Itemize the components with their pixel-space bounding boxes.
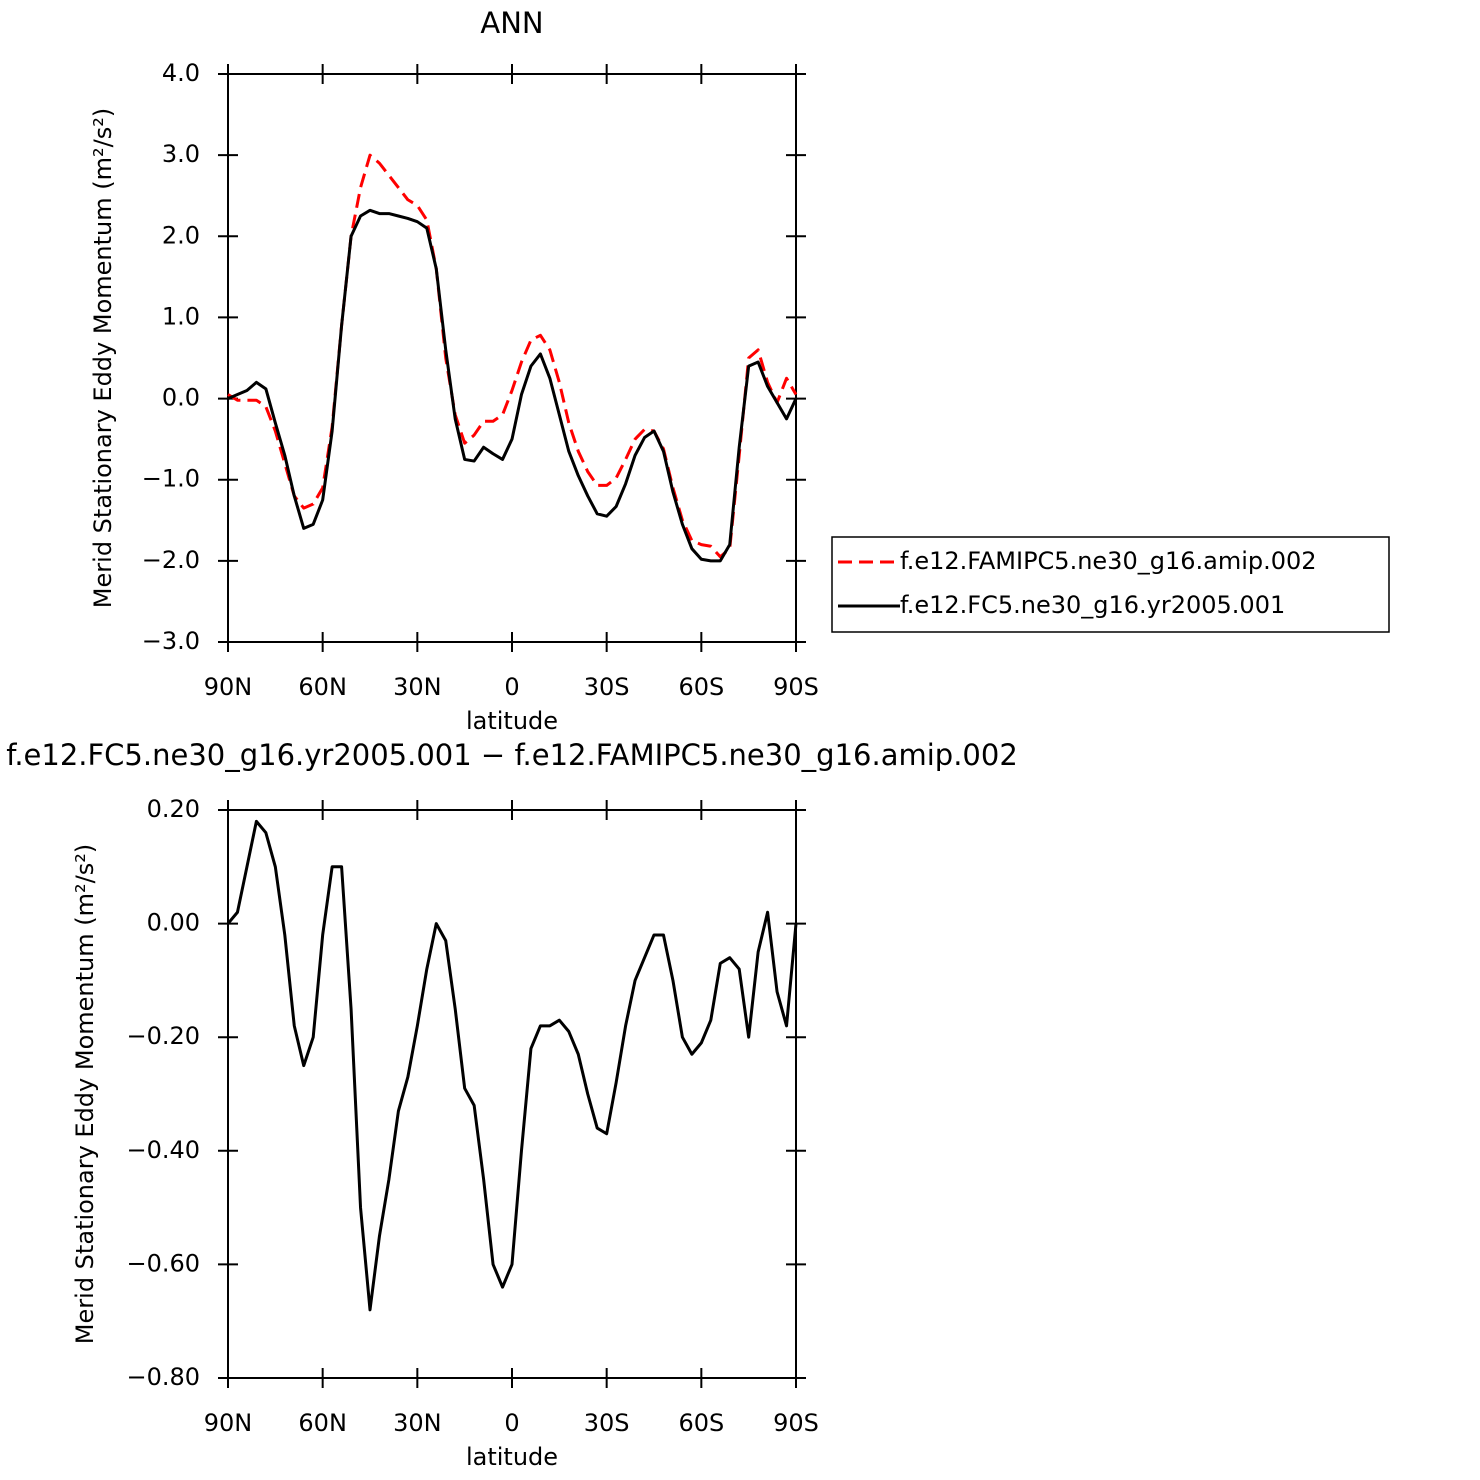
- x-tick-label: 90N: [204, 1409, 253, 1437]
- x-tick-label: 90N: [204, 673, 253, 701]
- y-tick-label: −0.40: [126, 1136, 200, 1164]
- x-tick-label: 60S: [678, 673, 724, 701]
- x-tick-label: 30S: [584, 1409, 630, 1437]
- x-tick-label: 30N: [393, 1409, 442, 1437]
- plot-frame: [227, 809, 797, 1379]
- x-tick-label: 30S: [584, 673, 630, 701]
- chart-title: ANN: [480, 6, 543, 40]
- x-tick-label: 0: [504, 1409, 519, 1437]
- y-tick-label: −1.0: [142, 465, 200, 493]
- y-axis-label: Merid Stationary Eddy Momentum (m²/s²): [89, 108, 117, 608]
- x-tick-label: 60N: [298, 1409, 347, 1437]
- y-tick-label: −2.0: [142, 546, 200, 574]
- x-axis-label: latitude: [466, 1443, 558, 1471]
- chart-title: f.e12.FC5.ne30_g16.yr2005.001 − f.e12.FA…: [6, 738, 1018, 772]
- y-tick-label: 0.00: [147, 909, 200, 937]
- y-tick-label: 1.0: [162, 302, 200, 330]
- data-line: [226, 819, 798, 1312]
- panel: ANN latitude Merid Stationary Eddy Momentu…: [89, 6, 1390, 735]
- y-tick-label: −0.80: [126, 1363, 200, 1391]
- y-tick-label: −0.20: [126, 1022, 200, 1050]
- x-tick-label: 60N: [298, 673, 347, 701]
- legend-label: f.e12.FC5.ne30_g16.yr2005.001: [900, 591, 1285, 619]
- y-tick-label: 2.0: [162, 221, 200, 249]
- x-tick-label: 30N: [393, 673, 442, 701]
- y-axis-label: Merid Stationary Eddy Momentum (m²/s²): [71, 844, 99, 1344]
- x-tick-label: 90S: [773, 1409, 819, 1437]
- y-tick-label: 4.0: [162, 59, 200, 87]
- x-axis-label: latitude: [466, 707, 558, 735]
- legend-label: f.e12.FAMIPC5.ne30_g16.amip.002: [900, 547, 1317, 575]
- x-tick-label: 90S: [773, 673, 819, 701]
- y-tick-label: −3.0: [142, 627, 200, 655]
- x-tick-label: 0: [504, 673, 519, 701]
- plot-frame: [227, 73, 797, 643]
- y-tick-label: 0.0: [162, 384, 200, 412]
- legend-box: [831, 536, 1390, 633]
- data-line: [227, 153, 798, 559]
- panel: f.e12.FC5.ne30_g16.yr2005.001 − f.e12.FA…: [6, 738, 1018, 1471]
- x-tick-label: 60S: [678, 1409, 724, 1437]
- data-line: [227, 208, 798, 563]
- y-tick-label: 3.0: [162, 140, 200, 168]
- y-tick-label: −0.60: [126, 1249, 200, 1277]
- y-tick-label: 0.20: [147, 795, 200, 823]
